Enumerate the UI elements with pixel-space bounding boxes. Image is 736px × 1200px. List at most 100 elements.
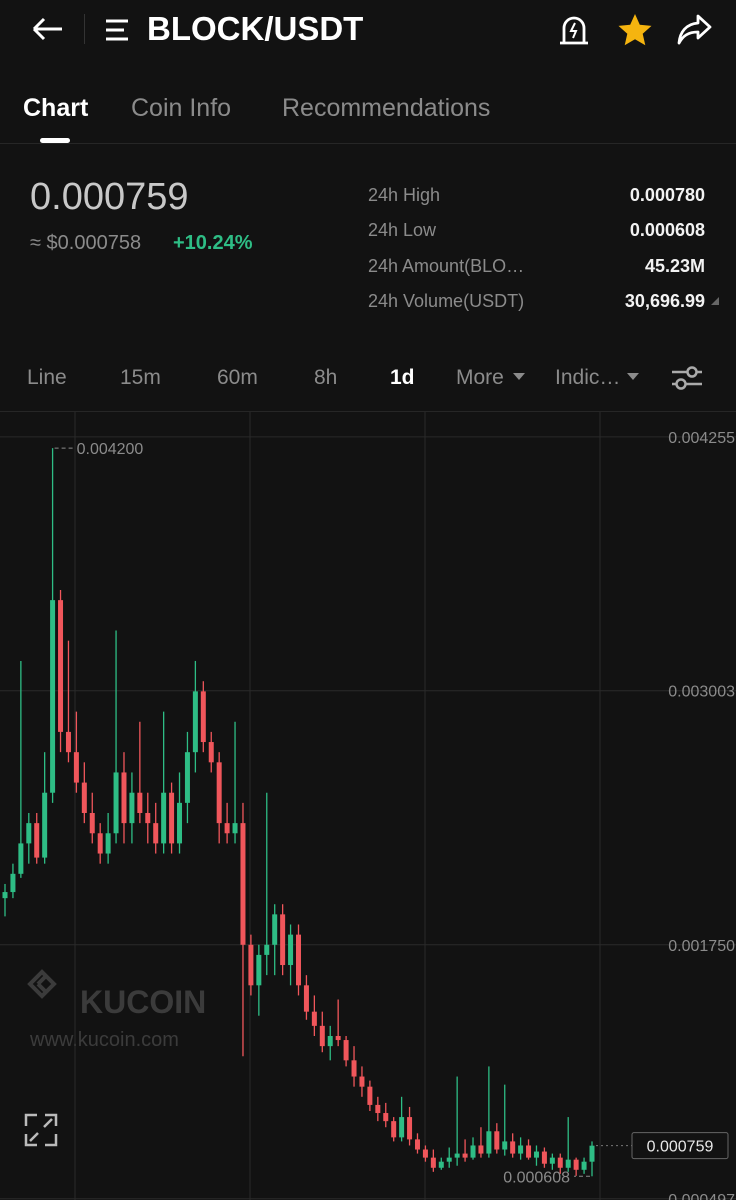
candle-body <box>240 823 246 945</box>
candle-body <box>145 812 151 824</box>
candle-body <box>565 1159 571 1168</box>
candle-body <box>169 792 175 844</box>
share-icon[interactable] <box>676 12 714 46</box>
tab[interactable]: Recommendations <box>282 94 491 122</box>
last-price: 0.000759 <box>30 176 189 218</box>
candle-body <box>343 1040 349 1061</box>
interval[interactable]: Indic… <box>555 366 621 389</box>
candle-body <box>161 792 167 844</box>
candle-body <box>573 1159 579 1170</box>
candle-body <box>232 823 238 834</box>
candle-body <box>184 752 190 803</box>
last-price-label: 0.000759 <box>647 1139 714 1156</box>
candle-body <box>121 772 127 824</box>
candlestick-chart: KUCOIN www.kucoin.com 0.004255 0.003003 0.… <box>0 412 736 1200</box>
candle-body <box>65 731 71 753</box>
interval[interactable]: 1d <box>390 366 415 389</box>
interval[interactable]: 8h <box>314 366 338 389</box>
candle-body <box>319 1025 325 1047</box>
candle-body <box>34 823 40 858</box>
candle-body <box>383 1113 389 1122</box>
tab-indicator <box>40 138 70 143</box>
menu-icon[interactable] <box>104 17 132 43</box>
tab[interactable]: Chart <box>23 94 89 122</box>
candle-body <box>311 1011 317 1026</box>
candle-body <box>327 1035 333 1047</box>
candle-body <box>58 600 64 732</box>
candle-body <box>153 823 159 844</box>
divider <box>0 143 736 144</box>
candle-body <box>26 823 32 844</box>
candle-body <box>97 833 103 854</box>
candle-body <box>549 1157 555 1164</box>
candle-body <box>248 944 254 986</box>
fullscreen-icon[interactable] <box>24 1113 58 1147</box>
fiat-price: ≈ $0.000758 <box>30 232 142 254</box>
candle-body <box>113 772 119 834</box>
candle-body <box>422 1149 428 1158</box>
candle-body <box>510 1141 516 1154</box>
sort-triangle <box>711 297 719 305</box>
candle-body <box>541 1151 547 1164</box>
candle-body <box>470 1145 476 1158</box>
candle-body <box>42 792 48 858</box>
candle-body <box>200 691 206 743</box>
candle-body <box>407 1117 413 1140</box>
candle-body <box>359 1076 365 1087</box>
y-tick-label: 0.003003 <box>668 684 735 701</box>
candle-body <box>272 914 278 945</box>
candle-body <box>296 934 301 986</box>
stat-value: 45.23M <box>644 256 705 276</box>
candle-body <box>89 812 95 834</box>
divider <box>0 411 736 412</box>
candle-body <box>430 1157 436 1168</box>
candle-body <box>526 1145 532 1158</box>
candle-body <box>399 1117 405 1138</box>
candle-body <box>280 914 286 966</box>
candle-body <box>288 934 294 966</box>
candle-body <box>224 823 230 834</box>
candle-body <box>518 1145 524 1154</box>
y-tick-label: 0.004255 <box>668 430 735 447</box>
candle-body <box>438 1161 444 1168</box>
stat-value: 0.000608 <box>629 220 705 240</box>
stat-label: 24h Amount(BLO… <box>368 256 525 276</box>
interval[interactable]: More <box>456 366 504 389</box>
interval[interactable]: 15m <box>120 366 161 389</box>
candle-body <box>486 1131 492 1154</box>
candle-body <box>73 752 79 783</box>
candle-body <box>129 792 135 824</box>
candle-body <box>557 1157 563 1168</box>
candle-body <box>533 1151 539 1158</box>
stat-value: 30,696.99 <box>624 291 705 311</box>
candle-body <box>137 792 143 813</box>
interval[interactable]: 60m <box>217 366 258 389</box>
candle-body <box>391 1121 397 1138</box>
candle-body <box>375 1104 381 1114</box>
candle-body <box>367 1086 373 1105</box>
chart-settings[interactable] <box>670 364 704 392</box>
high-label: 0.004200 <box>77 441 144 458</box>
alert-icon[interactable] <box>556 12 592 48</box>
candle-body <box>18 843 24 874</box>
candle-body <box>192 691 198 753</box>
candle-body <box>10 873 16 893</box>
candle-body <box>208 742 214 763</box>
price-change: +10.24% <box>173 232 253 254</box>
stat-label: 24h Low <box>368 220 437 240</box>
tab[interactable]: Coin Info <box>131 94 232 122</box>
stat-label: 24h Volume(USDT) <box>368 291 525 311</box>
interval[interactable]: Line <box>27 366 67 389</box>
candle-body <box>414 1139 420 1150</box>
candle-body <box>177 802 183 844</box>
candle-body <box>478 1145 484 1154</box>
favorite-star[interactable] <box>616 12 654 48</box>
candle-body <box>454 1153 460 1158</box>
candle-body <box>446 1157 452 1162</box>
back-button[interactable] <box>28 14 68 44</box>
candle-body <box>216 762 222 824</box>
candle-body <box>264 944 270 955</box>
candle-body <box>581 1161 587 1170</box>
candle-body <box>256 954 262 986</box>
pair-title: BLOCK/USDT <box>147 10 364 47</box>
